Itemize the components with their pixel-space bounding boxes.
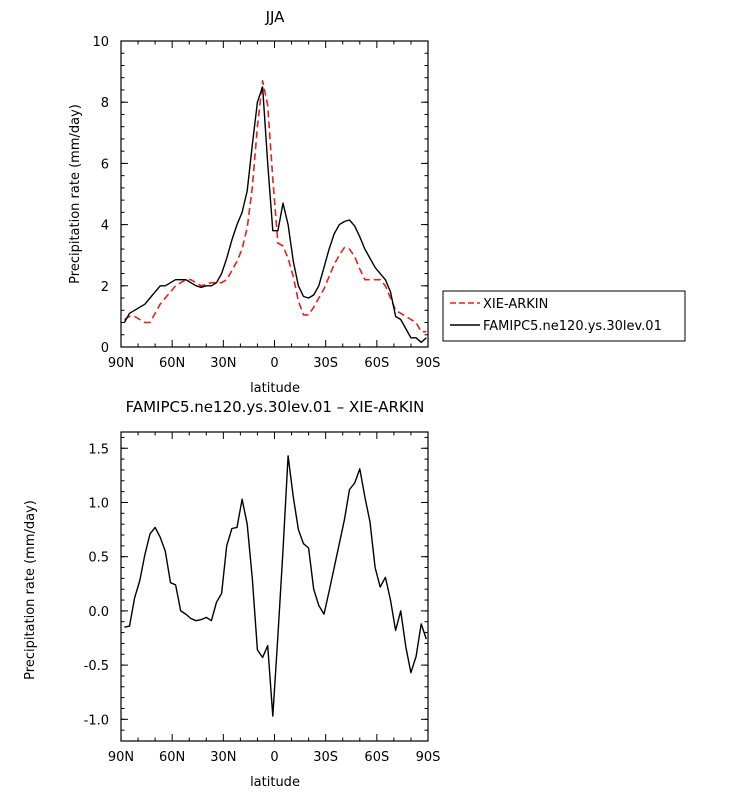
top-y-tick-label: 2 [101, 280, 109, 295]
bottom-chart-axes: 90N 60N 30N 0 30S 60S 90S -1.0 -0.5 0.0 0.5 1.0 1.5 [84, 431, 441, 765]
top-x-tick-label: 60S [364, 356, 389, 371]
top-chart-ylabel: Precipitation rate (mm/day) [68, 104, 83, 284]
legend: XIE-ARKIN FAMIPC5.ne120.ys.30lev.01 [442, 290, 686, 342]
top-x-tick-label: 60N [159, 356, 185, 371]
bottom-chart: FAMIPC5.ne120.ys.30lev.01 – XIE-ARKIN 90… [23, 398, 440, 790]
bottom-x-tick-label: 90S [416, 750, 441, 765]
top-chart-series [123, 80, 427, 344]
bottom-x-tick-label: 30S [313, 750, 338, 765]
series-line-famipc5-ne120-ys-30lev-01 [123, 86, 427, 344]
top-y-tick-label: 4 [101, 219, 109, 234]
bottom-chart-title: FAMIPC5.ne120.ys.30lev.01 – XIE-ARKIN [126, 398, 425, 416]
top-chart-axes: 90N 60N 30N 0 30S 60S 90S 0 2 4 6 8 10 [92, 35, 440, 371]
top-x-tick-label: 30N [210, 356, 236, 371]
top-x-tick-label: 90S [416, 356, 441, 371]
bottom-y-tick-label: 0.0 [88, 605, 109, 620]
bottom-x-tick-label: 60S [364, 750, 389, 765]
bottom-y-tick-label: 1.5 [88, 442, 109, 457]
top-x-tick-label: 0 [270, 356, 278, 371]
bottom-chart-xlabel: latitude [250, 775, 300, 790]
top-y-tick-label: 8 [101, 96, 109, 111]
top-y-tick-label: 10 [92, 35, 109, 50]
bottom-difference-line [124, 455, 427, 717]
bottom-y-tick-label: 0.5 [88, 551, 109, 566]
bottom-x-tick-label: 60N [159, 750, 185, 765]
top-x-tick-label: 90N [108, 356, 134, 371]
bottom-y-tick-label: -0.5 [84, 659, 109, 674]
top-y-tick-label: 6 [101, 157, 109, 172]
bottom-y-tick-label: -1.0 [84, 713, 109, 728]
top-chart-title: JJA [265, 8, 286, 26]
top-x-tick-label: 30S [313, 356, 338, 371]
top-y-tick-label: 0 [101, 341, 109, 356]
bottom-chart-ylabel: Precipitation rate (mm/day) [23, 500, 38, 680]
legend-box [442, 290, 686, 342]
bottom-x-tick-label: 30N [210, 750, 236, 765]
legend-label-famipc5: FAMIPC5.ne120.ys.30lev.01 [483, 319, 662, 334]
top-chart-xlabel: latitude [250, 381, 300, 396]
bottom-x-tick-label: 90N [108, 750, 134, 765]
bottom-chart-series [124, 455, 427, 717]
legend-label-xie-arkin: XIE-ARKIN [483, 297, 548, 312]
series-line-xie-arkin [123, 80, 427, 333]
bottom-y-tick-label: 1.0 [88, 496, 109, 511]
bottom-x-tick-label: 0 [270, 750, 278, 765]
